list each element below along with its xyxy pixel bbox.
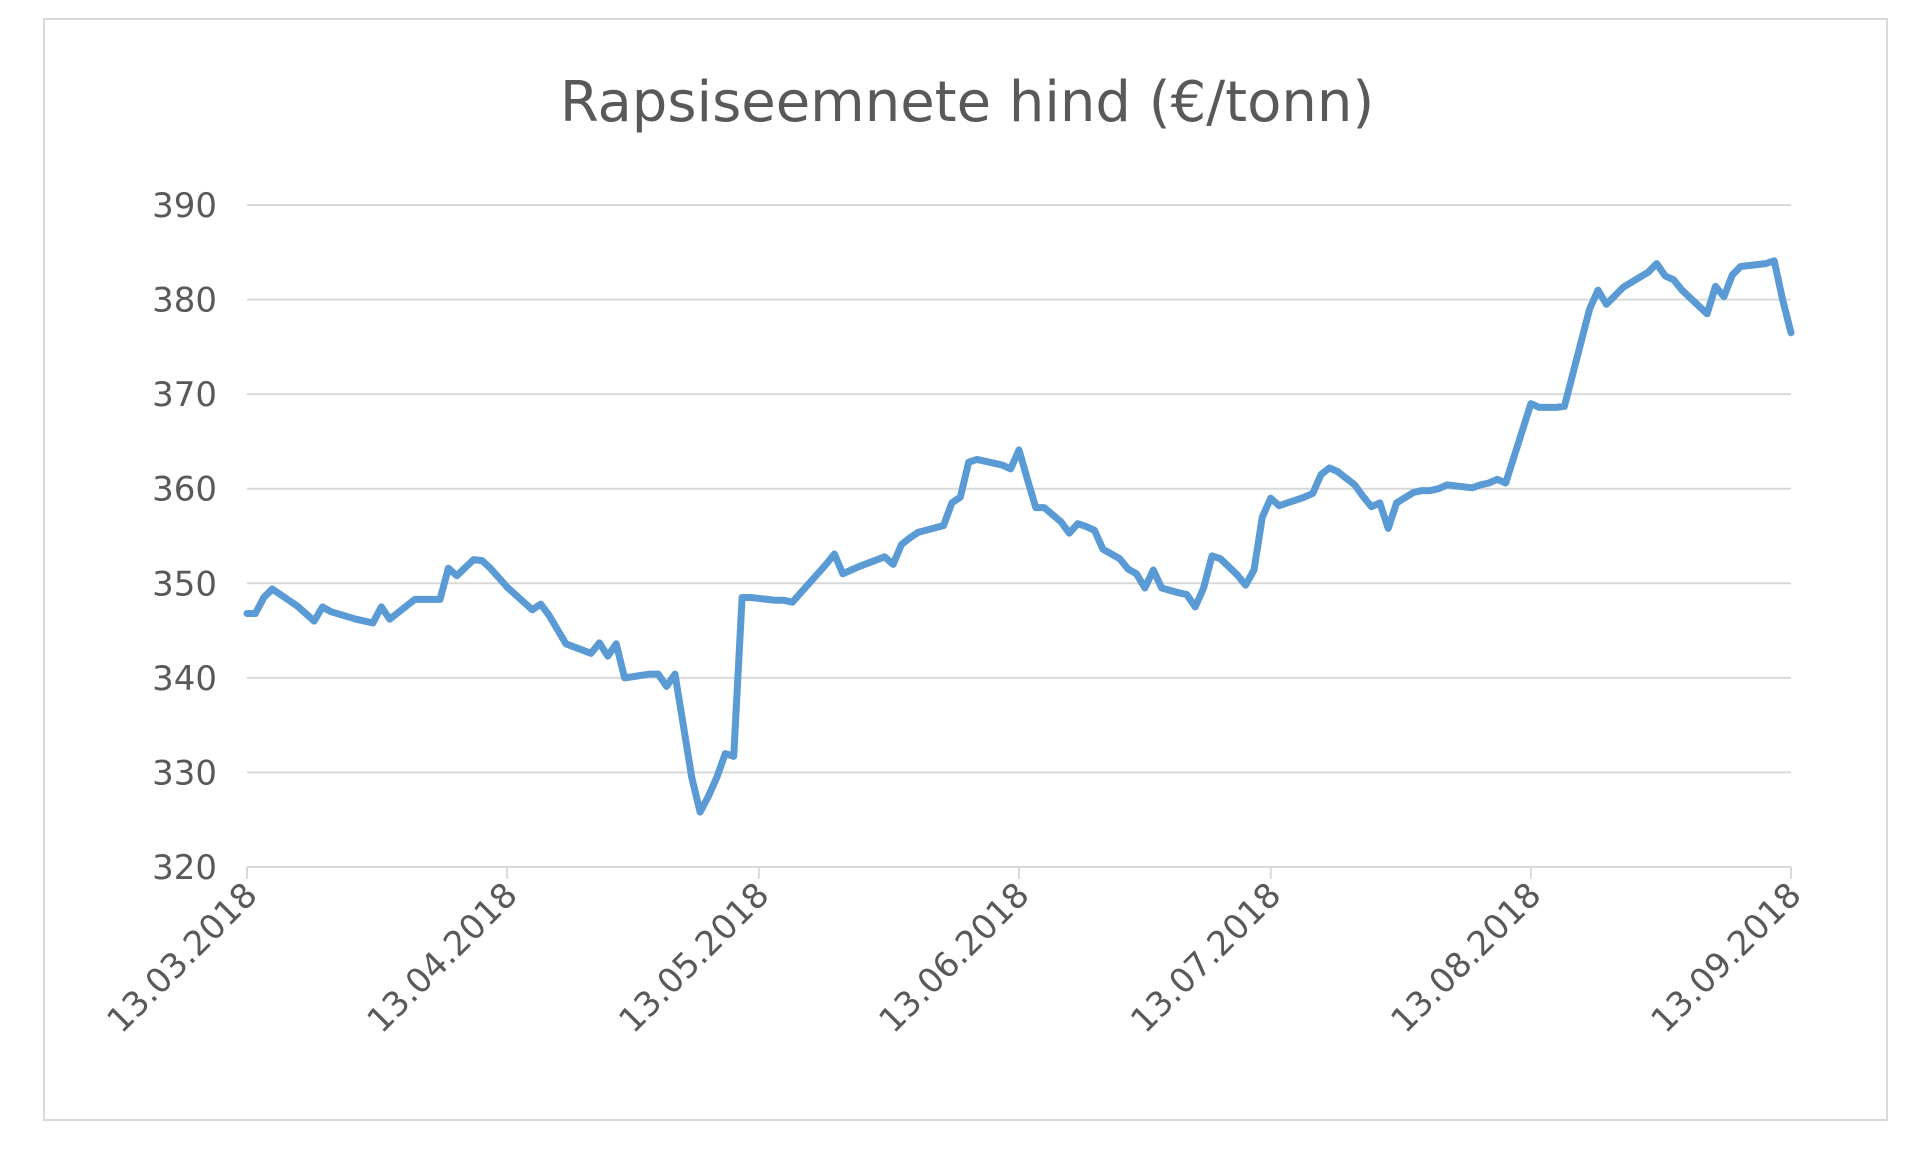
x-tick-label: 13.04.2018 <box>360 875 526 1041</box>
x-tick-label: 13.06.2018 <box>871 875 1037 1041</box>
chart-svg: Rapsiseemnete hind (€/tonn) 320 330 340 350… <box>99 70 1809 1041</box>
y-tick-label: 360 <box>152 470 217 510</box>
x-tick-label: 13.05.2018 <box>611 875 777 1041</box>
x-tick-label: 13.08.2018 <box>1383 875 1549 1041</box>
y-tick-labels: 320 330 340 350 360 370 380 390 <box>152 186 217 888</box>
grid-layer <box>246 204 1792 879</box>
y-tick-label: 330 <box>152 753 217 793</box>
y-tick-label: 390 <box>152 186 217 226</box>
y-tick-label: 370 <box>152 375 217 415</box>
x-tick-label: 13.09.2018 <box>1643 875 1809 1041</box>
y-tick-label: 380 <box>152 281 217 321</box>
x-tick-labels: 13.03.2018 13.04.2018 13.05.2018 13.06.2018… <box>99 875 1809 1041</box>
series-layer <box>243 257 1795 816</box>
y-tick-label: 320 <box>152 848 217 888</box>
x-tick-label: 13.03.2018 <box>99 875 265 1041</box>
chart-frame: Rapsiseemnete hind (€/tonn) 320 330 340 350… <box>43 18 1888 1121</box>
series-line <box>243 257 1795 816</box>
x-tick-label: 13.07.2018 <box>1123 875 1289 1041</box>
y-tick-label: 340 <box>152 659 217 699</box>
chart-title: Rapsiseemnete hind (€/tonn) <box>560 70 1374 135</box>
y-tick-label: 350 <box>152 564 217 604</box>
